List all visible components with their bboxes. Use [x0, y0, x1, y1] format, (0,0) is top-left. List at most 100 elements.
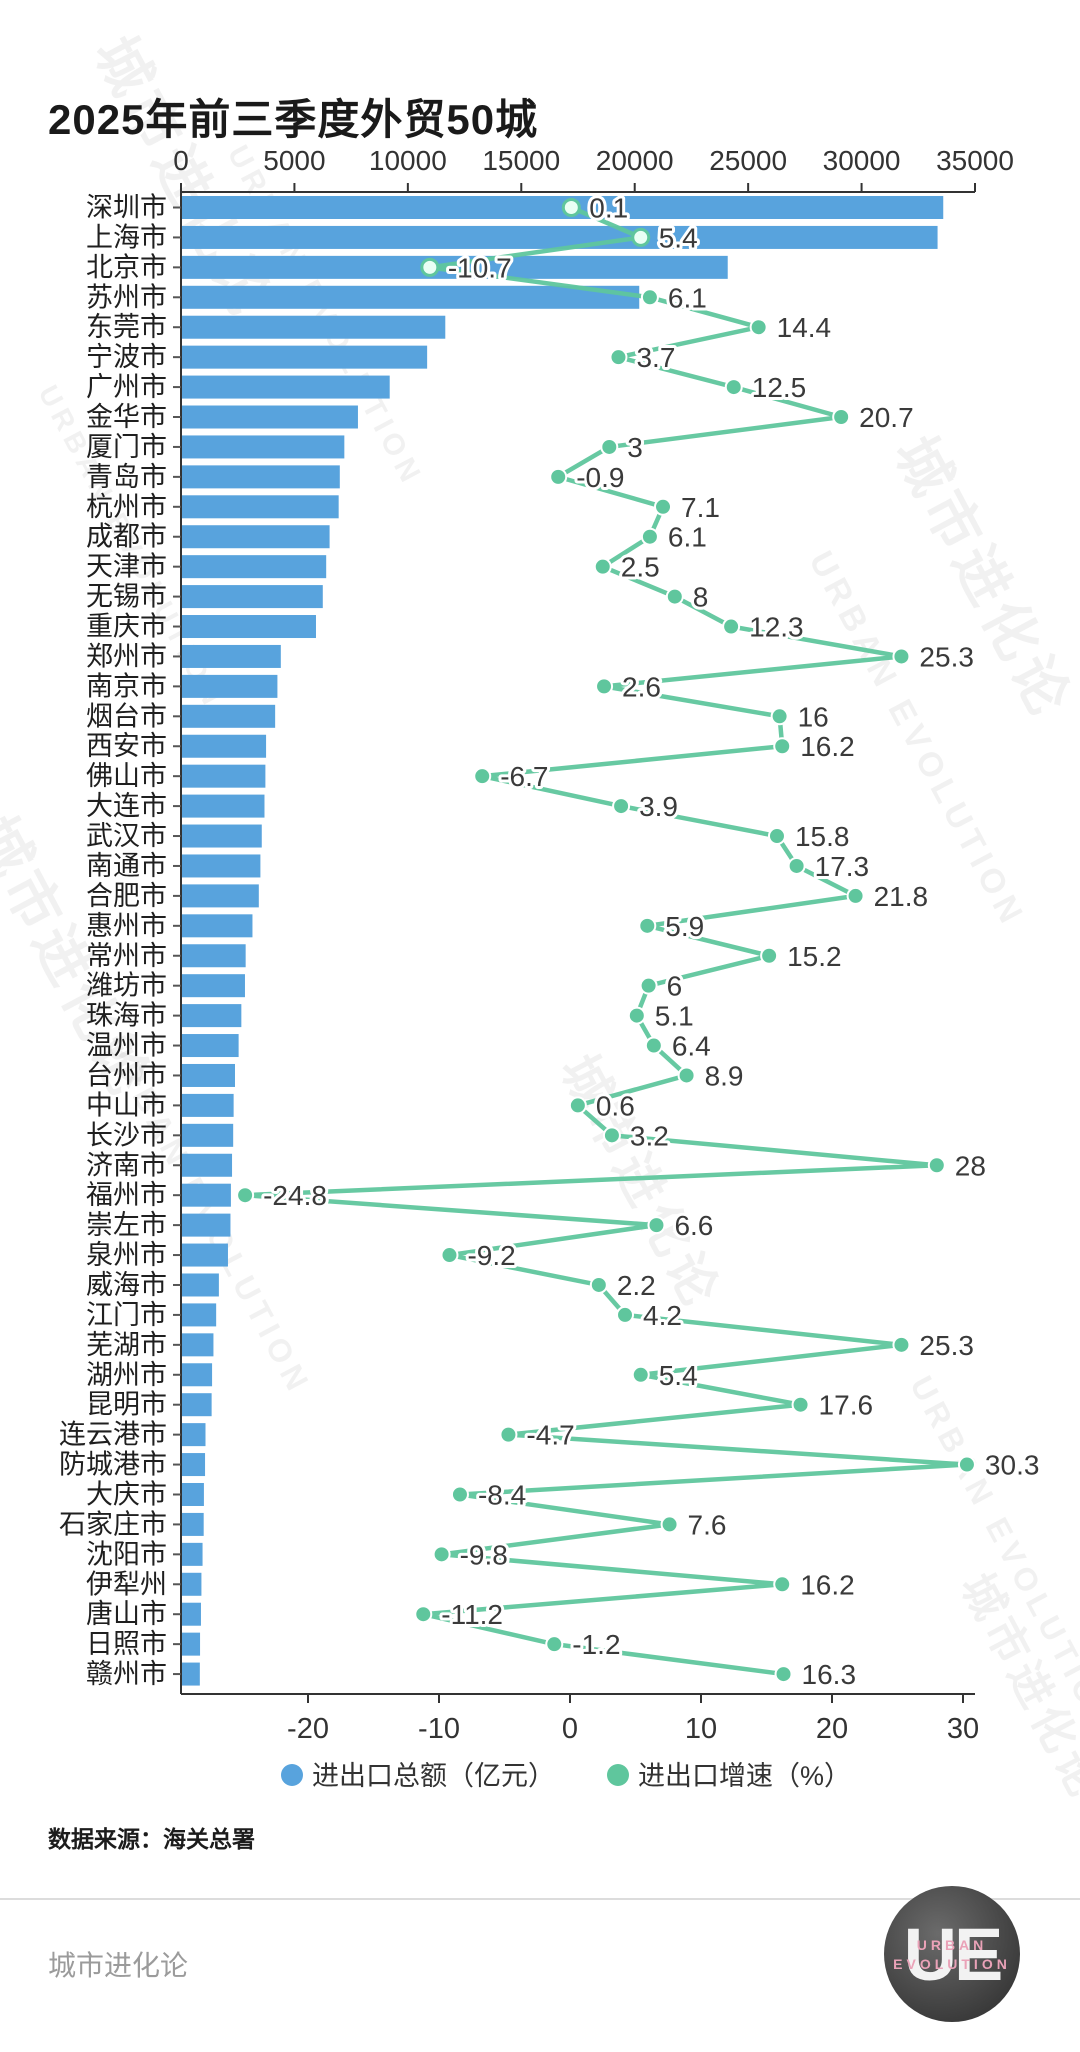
trade-bar [181, 1632, 201, 1656]
growth-dot [631, 1365, 650, 1384]
growth-value-label: -24.8 [263, 1180, 327, 1211]
trade-bar [181, 1662, 200, 1686]
trade-bar [181, 225, 938, 249]
city-label: 江门市 [86, 1300, 167, 1330]
trade-bar [181, 674, 278, 698]
growth-dot [600, 437, 619, 456]
growth-value-label: 17.6 [819, 1390, 874, 1421]
city-label: 南京市 [86, 671, 167, 701]
growth-value-label: -6.7 [500, 761, 548, 792]
trade-50-cities-chart: 0 5000 10000 15000 20000 25000 30000 35000 -20 -1… [59, 145, 1040, 1791]
city-label: 惠州市 [86, 911, 167, 941]
growth-value-label: 25.3 [919, 641, 974, 672]
growth-value-label: 5.4 [659, 222, 698, 253]
growth-value-label: 3.9 [639, 791, 678, 822]
growth-dot [846, 886, 865, 905]
trade-bar [181, 1004, 242, 1028]
trade-bar [181, 1093, 234, 1117]
growth-dot [892, 647, 911, 666]
city-label: 南通市 [86, 851, 167, 881]
growth-dot [420, 257, 440, 277]
growth-dot [722, 617, 741, 636]
growth-value-label: 4.2 [643, 1300, 682, 1331]
city-label: 郑州市 [86, 641, 167, 671]
growth-dot [589, 1275, 608, 1294]
city-label: 泉州市 [86, 1240, 167, 1270]
legend-growth-label: 进出口增速（%） [638, 1761, 851, 1791]
growth-dot [654, 497, 673, 516]
trade-bar [181, 615, 316, 639]
trade-bar [181, 734, 267, 758]
trade-bar [181, 764, 266, 788]
city-label: 潍坊市 [86, 971, 167, 1001]
growth-value-label: 14.4 [777, 312, 832, 343]
city-label: 重庆市 [86, 612, 167, 642]
trade-bar [181, 1393, 212, 1417]
growth-dot [631, 227, 651, 247]
growth-value-label: 16.2 [800, 1569, 855, 1600]
growth-value-label: 25.3 [919, 1330, 974, 1361]
growth-dot [773, 1575, 792, 1594]
growth-dot [432, 1545, 451, 1564]
trade-bar [181, 1482, 204, 1506]
growth-dot [832, 408, 851, 427]
city-label: 中山市 [86, 1090, 167, 1120]
city-label: 防城港市 [59, 1450, 167, 1480]
growth-value-label: -8.4 [478, 1479, 526, 1510]
trade-bar [181, 884, 259, 908]
growth-value-label: 3.2 [630, 1120, 669, 1151]
ue-logo-wordmark: URBAN EVOLUTION [884, 1936, 1020, 1974]
growth-dot [647, 1216, 666, 1235]
trade-bar [181, 375, 390, 399]
trade-bar [181, 1333, 214, 1357]
growth-value-label: 16.2 [800, 731, 855, 762]
bottom-axis-tick-label: 30 [947, 1713, 979, 1745]
growth-dot [612, 797, 631, 816]
growth-dot [549, 467, 568, 486]
top-axis-tick-label: 30000 [823, 145, 901, 176]
ue-logo-word-urban: URBAN [916, 1937, 988, 1953]
bottom-axis-tick-label: 20 [816, 1713, 848, 1745]
trade-bar [181, 944, 246, 968]
growth-dot [644, 1036, 663, 1055]
growth-value-label: 2.5 [621, 552, 660, 583]
growth-dot [593, 557, 612, 576]
trade-bar [181, 1572, 202, 1596]
growth-value-label: 5.9 [665, 911, 704, 942]
growth-dot [665, 587, 684, 606]
growth-dot [787, 856, 806, 875]
growth-value-label: 16 [798, 701, 829, 732]
top-axis-tick-label: 20000 [596, 145, 674, 176]
city-label: 佛山市 [86, 761, 167, 791]
trade-bar [181, 914, 253, 938]
trade-bar [181, 644, 281, 668]
city-label: 杭州市 [86, 492, 167, 522]
growth-dot [638, 916, 657, 935]
trade-bar [181, 974, 245, 998]
city-label: 成都市 [86, 522, 167, 552]
city-label: 上海市 [86, 222, 167, 252]
trade-bar [181, 255, 728, 279]
growth-value-label: 28 [955, 1150, 986, 1181]
city-label: 北京市 [86, 252, 167, 282]
growth-value-label: 17.3 [815, 851, 870, 882]
growth-value-label: -1.2 [572, 1629, 620, 1660]
growth-value-label: -10.7 [448, 252, 512, 283]
growth-dot [773, 737, 792, 756]
growth-dot [892, 1335, 911, 1354]
trade-bar [181, 285, 640, 309]
city-label: 昆明市 [86, 1390, 167, 1420]
growth-value-label: 12.3 [749, 612, 804, 643]
trade-bar [181, 1034, 239, 1058]
city-label: 天津市 [86, 552, 167, 582]
growth-dot [791, 1395, 810, 1414]
city-label: 广州市 [86, 372, 167, 402]
trade-bar [181, 1153, 233, 1177]
trade-bar [181, 1243, 228, 1267]
city-label: 青岛市 [86, 462, 167, 492]
city-label: 常州市 [86, 941, 167, 971]
growth-value-label: 8.9 [705, 1060, 744, 1091]
growth-dot [927, 1156, 946, 1175]
legend-total-label: 进出口总额（亿元） [312, 1761, 555, 1791]
growth-dot [595, 677, 614, 696]
